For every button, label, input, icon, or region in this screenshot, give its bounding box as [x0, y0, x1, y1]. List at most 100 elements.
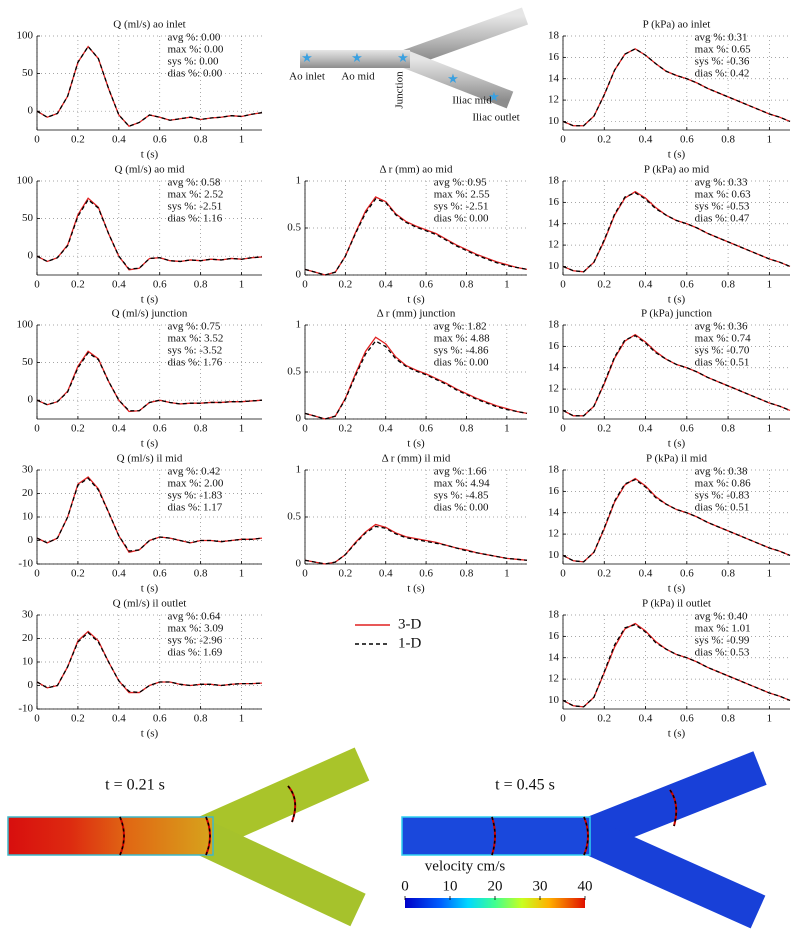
x-axis-label: t (s) [668, 294, 686, 306]
annotation: dias %: 1.69 [168, 647, 223, 659]
series-line [562, 48, 791, 127]
chart-title: P (kPa) junction [641, 308, 713, 320]
x-tick-label: 0 [560, 423, 566, 435]
x-tick-label: 0.8 [194, 568, 208, 580]
annotation: max %: 2.00 [168, 478, 224, 490]
x-axis-label: t (s) [141, 728, 159, 740]
annotation: sys %: -0.36 [695, 56, 750, 68]
series-line [304, 340, 528, 420]
series-line [562, 622, 791, 708]
y-tick-label: 12 [548, 94, 559, 106]
y-tick-label: -10 [18, 558, 33, 570]
annotation: avg %: 1.66 [434, 466, 487, 478]
y-tick-label: 10 [548, 260, 560, 272]
x-tick-label: 0.8 [460, 423, 474, 435]
chart-title: P (kPa) ao mid [644, 164, 710, 176]
series-line [36, 631, 263, 694]
annotation: dias %: 0.00 [434, 357, 489, 369]
y-tick-label: 12 [548, 239, 559, 251]
y-tick-label: 12 [548, 528, 559, 540]
annotation: avg %: 0.75 [168, 321, 221, 333]
x-axis-label: t (s) [668, 438, 686, 450]
x-tick-label: 0.4 [112, 568, 126, 580]
x-axis-label: t (s) [141, 583, 159, 595]
x-tick-label: 0.2 [338, 279, 352, 291]
y-tick-label: 10 [548, 694, 560, 706]
y-tick-label: 18 [548, 319, 560, 331]
y-tick-label: 30 [22, 464, 34, 476]
colorbar-tick-label: 0 [401, 878, 409, 894]
x-tick-label: 1 [504, 568, 510, 580]
x-tick-label: 0.6 [419, 423, 433, 435]
x-tick-label: 0.4 [639, 134, 653, 146]
series-line [36, 45, 263, 128]
x-tick-label: 1 [767, 134, 773, 146]
series-line [36, 477, 263, 552]
series-line [304, 196, 528, 276]
x-tick-label: 0.6 [153, 713, 167, 725]
annotation: dias %: 0.00 [168, 68, 223, 80]
x-tick-label: 0.2 [71, 423, 85, 435]
chart-title: Q (ml/s) ao inlet [113, 19, 185, 31]
star: ★ [351, 50, 363, 65]
x-axis-label: t (s) [141, 149, 159, 161]
series-line [304, 523, 528, 565]
x-tick-label: 0 [560, 568, 566, 580]
y-tick-label: 30 [22, 609, 34, 621]
branch [192, 819, 366, 927]
y-tick-label: 14 [548, 506, 560, 518]
x-tick-label: 0.2 [597, 568, 611, 580]
x-tick-label: 1 [239, 713, 245, 725]
y-tick-label: 100 [17, 30, 34, 42]
annotation: avg %: 0.95 [434, 177, 487, 189]
y-tick-label: 16 [548, 51, 560, 63]
series-line [562, 48, 791, 127]
annotation: dias %: 1.16 [168, 213, 223, 225]
annotation: avg %: 0.31 [695, 32, 748, 44]
annotation: dias %: 0.51 [695, 502, 750, 514]
x-tick-label: 0.8 [721, 134, 735, 146]
annotation: sys %: -1.83 [168, 490, 223, 502]
trunk [7, 816, 214, 856]
y-tick-label: 0 [28, 534, 34, 546]
y-tick-label: 10 [22, 656, 34, 668]
chart-title: Δ r (mm) il mid [382, 453, 451, 465]
x-tick-label: 0 [302, 423, 308, 435]
series-line [562, 333, 791, 417]
x-tick-label: 0.6 [680, 568, 694, 580]
annotation: sys %: -2.96 [168, 635, 223, 647]
colorbar-tick-label: 30 [533, 878, 548, 894]
x-tick-label: 0 [560, 713, 566, 725]
annotation: sys %: -2.51 [434, 201, 489, 213]
x-tick-label: 0.2 [71, 713, 85, 725]
x-tick-label: 1 [767, 568, 773, 580]
x-tick-label: 1 [504, 279, 510, 291]
y-tick-label: 0 [296, 558, 302, 570]
x-tick-label: 0.4 [639, 423, 653, 435]
x-tick-label: 0.2 [71, 134, 85, 146]
y-tick-label: 1 [296, 464, 302, 476]
y-tick-label: 10 [548, 404, 560, 416]
x-tick-label: 0.2 [71, 568, 85, 580]
x-tick-label: 0.2 [71, 279, 85, 291]
annotation: sys %: -0.70 [695, 345, 750, 357]
x-tick-label: 0.4 [112, 423, 126, 435]
annotation: max %: 3.09 [168, 623, 224, 635]
series-line [562, 192, 791, 273]
x-tick-label: 1 [239, 134, 245, 146]
x-tick-label: 0.6 [680, 713, 694, 725]
y-tick-label: 16 [548, 485, 560, 497]
y-tick-label: -10 [18, 703, 33, 715]
annotation: max %: 0.74 [695, 333, 751, 345]
legend-label: 3-D [398, 616, 421, 632]
annotation: avg %: 0.42 [168, 466, 221, 478]
chart-title: P (kPa) ao inlet [643, 19, 711, 31]
x-tick-label: 0.8 [721, 423, 735, 435]
annotation: avg %: 1.82 [434, 321, 487, 333]
series-line [36, 197, 263, 271]
branch [192, 747, 370, 853]
snapshot-left: t = 0.21 s [7, 747, 370, 927]
annotation: dias %: 0.42 [695, 68, 750, 80]
series-line [562, 478, 791, 563]
x-tick-label: 1 [767, 279, 773, 291]
